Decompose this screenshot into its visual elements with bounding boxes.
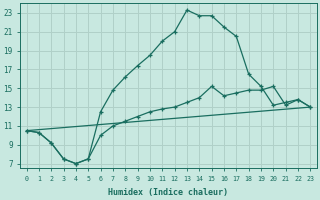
X-axis label: Humidex (Indice chaleur): Humidex (Indice chaleur)	[108, 188, 228, 197]
